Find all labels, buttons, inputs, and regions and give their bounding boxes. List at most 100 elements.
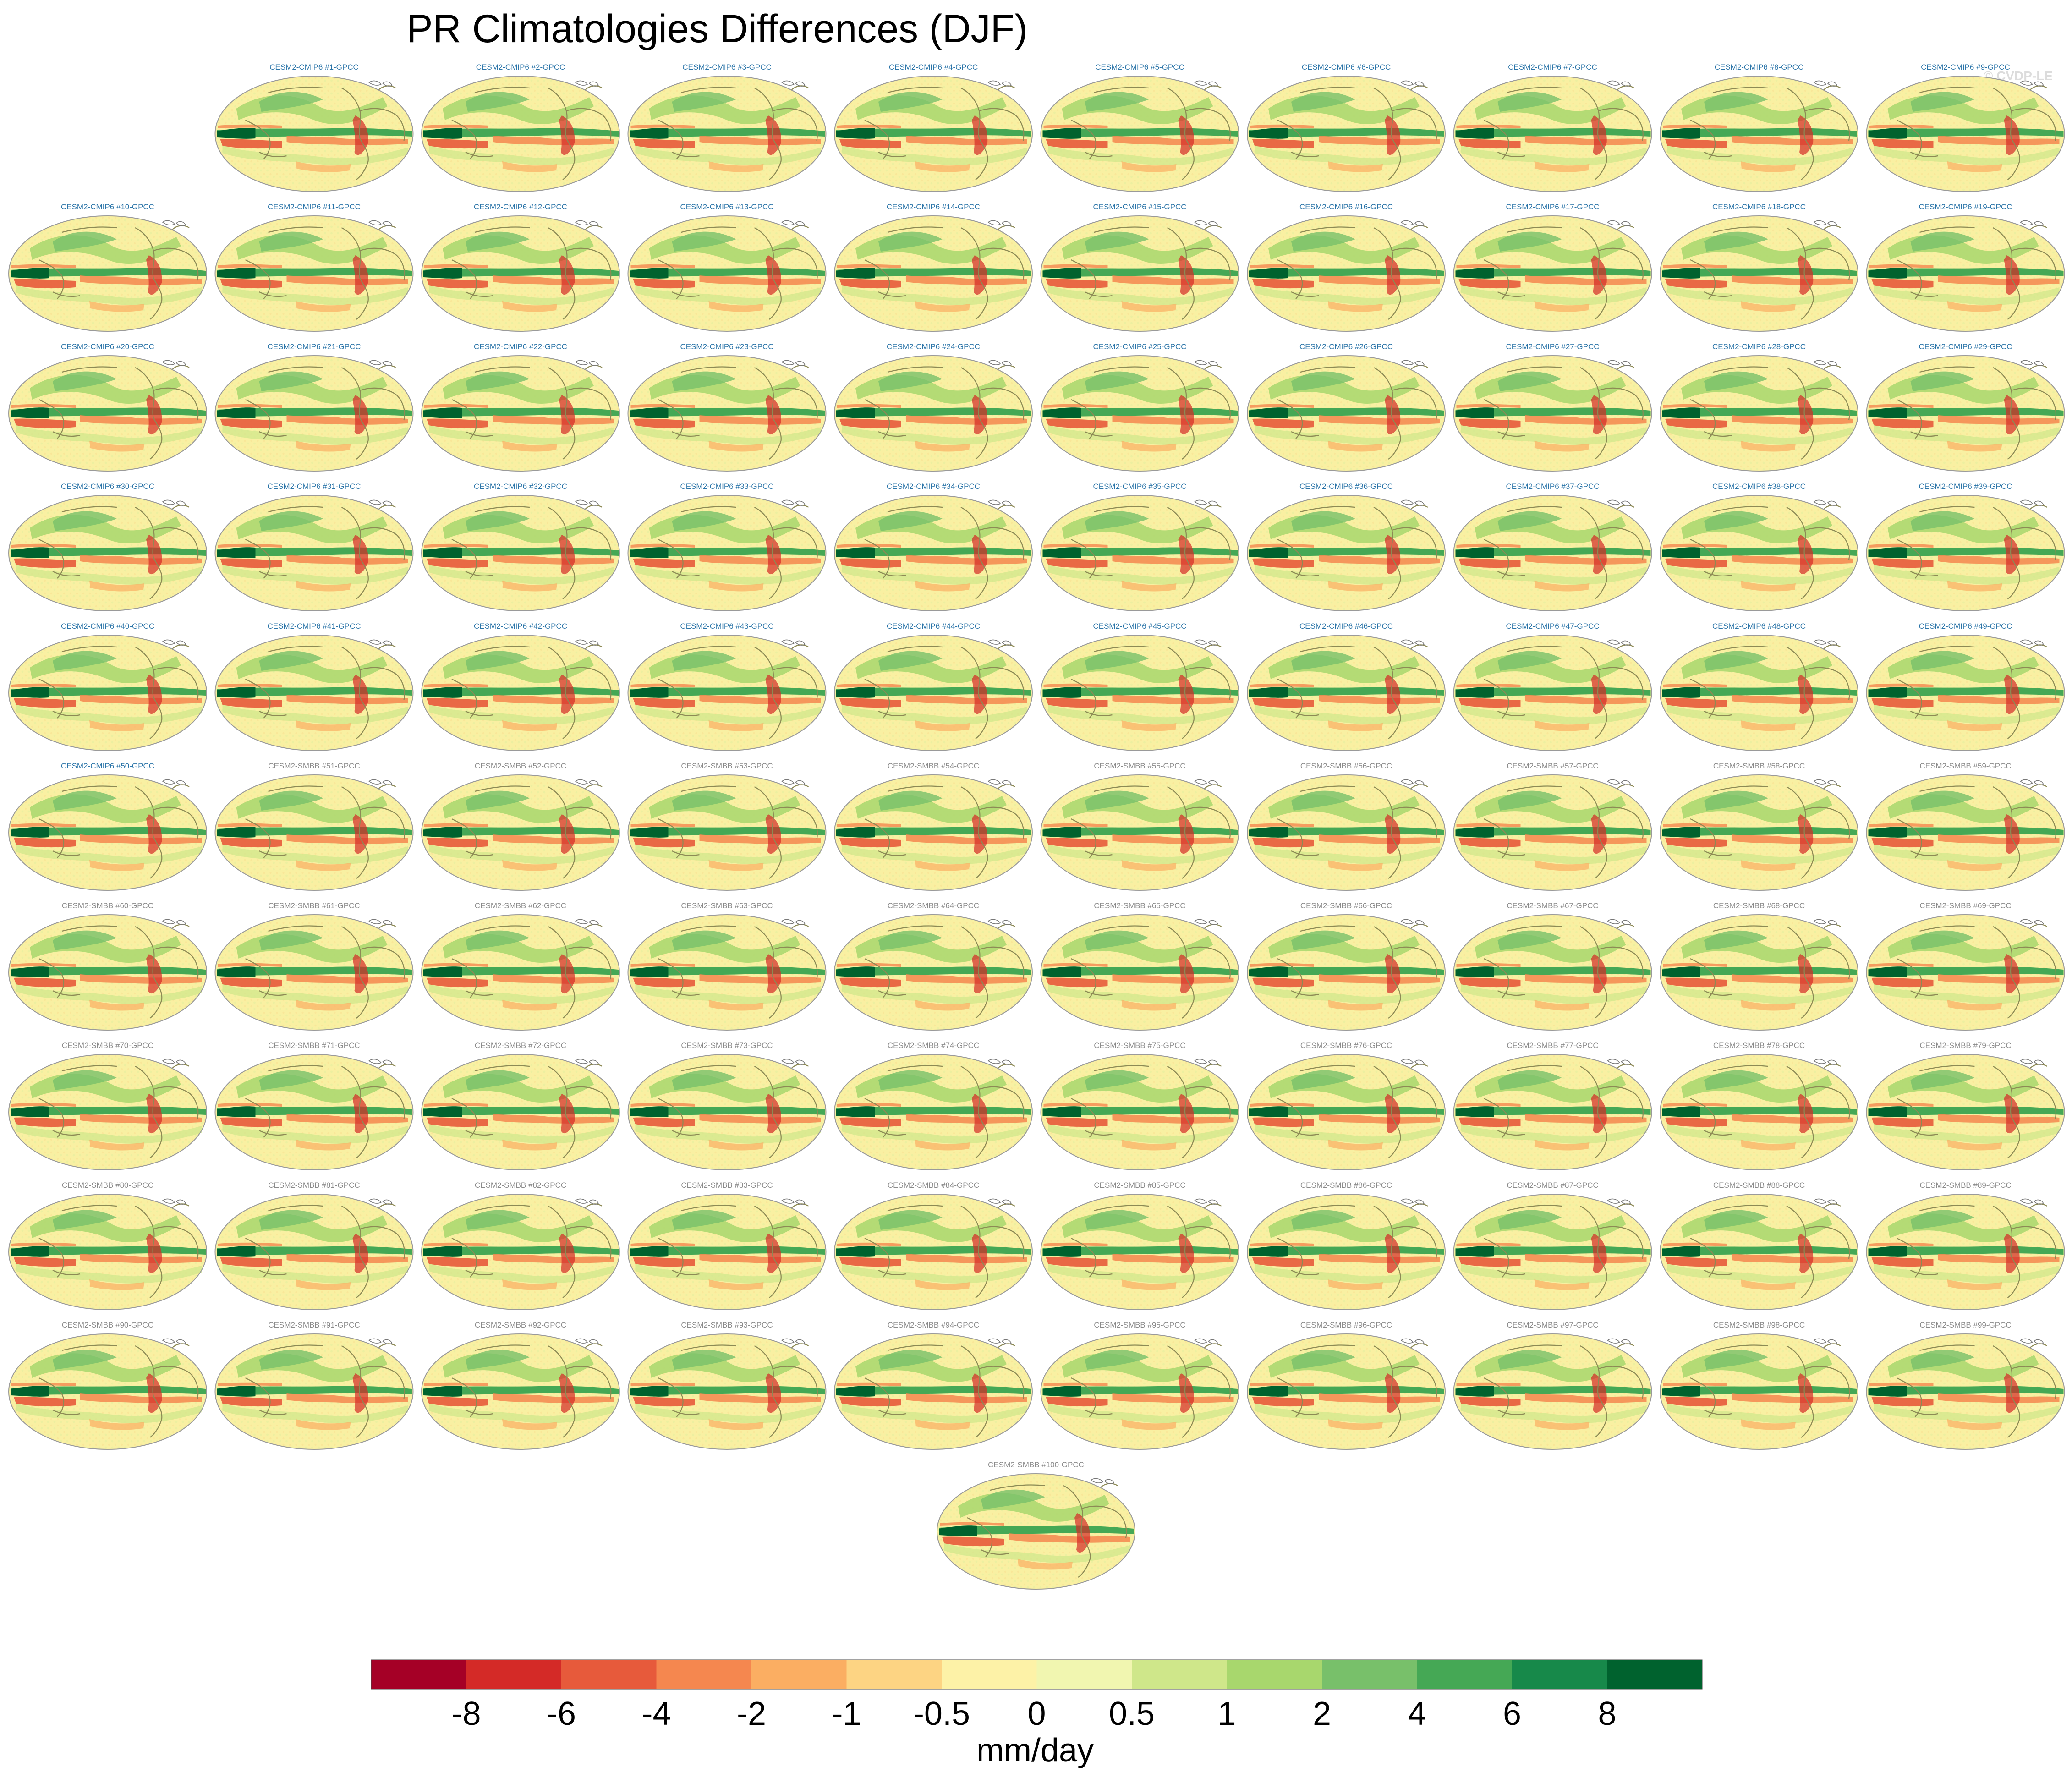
map-panel-field — [1659, 1053, 1859, 1171]
map-panel: CESM2-CMIP6 #19-GPCC — [1866, 203, 2065, 332]
map-panel: CESM2-SMBB #94-GPCC — [833, 1321, 1033, 1450]
map-panel: CESM2-SMBB #90-GPCC — [8, 1321, 208, 1450]
map-panel-field — [1659, 774, 1859, 891]
map-panel-field — [833, 914, 1033, 1031]
colorbar-tick-label: 0 — [1027, 1695, 1046, 1732]
colorbar-tick-label: 0.5 — [1109, 1695, 1155, 1732]
map-panel: CESM2-SMBB #62-GPCC — [421, 901, 620, 1031]
panel-label: CESM2-CMIP6 #38-GPCC — [1712, 482, 1806, 491]
panel-label: CESM2-SMBB #63-GPCC — [681, 901, 773, 910]
panel-label: CESM2-SMBB #67-GPCC — [1507, 901, 1598, 910]
map-panel: CESM2-CMIP6 #9-GPCC — [1866, 63, 2065, 192]
panel-label: CESM2-SMBB #90-GPCC — [62, 1321, 153, 1329]
map-panel-field — [8, 774, 208, 891]
map-panel-field — [1866, 1193, 2065, 1311]
map-panel-field — [1246, 355, 1446, 472]
panel-label: CESM2-SMBB #70-GPCC — [62, 1041, 153, 1050]
map-panel-field — [1453, 1053, 1652, 1171]
map-panel-field — [214, 215, 414, 332]
map-panel-field — [1866, 355, 2065, 472]
map-panel-field — [627, 914, 827, 1031]
map-panel-field — [627, 215, 827, 332]
panel-label: CESM2-SMBB #62-GPCC — [475, 901, 566, 910]
map-panel: CESM2-CMIP6 #33-GPCC — [627, 482, 827, 612]
map-panel-field — [421, 1053, 620, 1171]
map-panel-field — [8, 634, 208, 752]
panel-label: CESM2-SMBB #55-GPCC — [1094, 762, 1185, 770]
panel-label: CESM2-CMIP6 #44-GPCC — [887, 622, 980, 631]
map-panel-field — [214, 774, 414, 891]
panel-label: CESM2-CMIP6 #46-GPCC — [1299, 622, 1393, 631]
panel-label: CESM2-CMIP6 #19-GPCC — [1919, 203, 2012, 211]
map-panel-field — [1866, 1333, 2065, 1450]
map-panel: CESM2-SMBB #99-GPCC — [1866, 1321, 2065, 1450]
map-panel: CESM2-CMIP6 #14-GPCC — [833, 203, 1033, 332]
map-panel-field — [833, 355, 1033, 472]
map-panel: CESM2-SMBB #63-GPCC — [627, 901, 827, 1031]
panel-label: CESM2-CMIP6 #4-GPCC — [889, 63, 978, 71]
map-panel-field — [214, 1333, 414, 1450]
map-panel: CESM2-SMBB #75-GPCC — [1040, 1041, 1239, 1171]
colorbar-tick-label: -1 — [832, 1695, 861, 1732]
panel-label: CESM2-SMBB #72-GPCC — [475, 1041, 566, 1050]
map-panel: CESM2-SMBB #85-GPCC — [1040, 1181, 1239, 1311]
panel-label: CESM2-SMBB #86-GPCC — [1300, 1181, 1392, 1190]
map-panel-field — [214, 355, 414, 472]
map-panel-field — [1866, 914, 2065, 1031]
colorbar-box — [1512, 1660, 1607, 1689]
map-panel: CESM2-SMBB #86-GPCC — [1246, 1181, 1446, 1311]
map-panel: CESM2-CMIP6 #20-GPCC — [8, 342, 208, 472]
map-panel-field — [421, 774, 620, 891]
panel-label: CESM2-SMBB #91-GPCC — [268, 1321, 360, 1329]
colorbar-tick-label: 4 — [1408, 1695, 1426, 1732]
panel-label: CESM2-SMBB #71-GPCC — [268, 1041, 360, 1050]
map-panel: CESM2-SMBB #61-GPCC — [214, 901, 414, 1031]
map-panel-field — [1040, 914, 1239, 1031]
map-panel: CESM2-SMBB #77-GPCC — [1453, 1041, 1652, 1171]
map-panel-field — [1246, 494, 1446, 612]
panel-label: CESM2-SMBB #65-GPCC — [1094, 901, 1185, 910]
panel-label: CESM2-SMBB #89-GPCC — [1919, 1181, 2011, 1190]
map-panel-field — [421, 914, 620, 1031]
map-panel: CESM2-CMIP6 #8-GPCC — [1659, 63, 1859, 192]
map-panel-field — [1659, 355, 1859, 472]
panel-label: CESM2-CMIP6 #3-GPCC — [682, 63, 772, 71]
colorbar-tick-label: 2 — [1313, 1695, 1331, 1732]
panel-label: CESM2-SMBB #51-GPCC — [268, 762, 360, 770]
map-panel-field — [1659, 634, 1859, 752]
panel-label: CESM2-CMIP6 #31-GPCC — [267, 482, 361, 491]
colorbar: -8 -6 -4 -2 -1 -0.5 0 0.5 1 2 4 6 8 mm/day — [371, 1659, 1703, 1769]
map-panel-field — [1453, 914, 1652, 1031]
panel-label: CESM2-SMBB #74-GPCC — [888, 1041, 979, 1050]
map-panel-field — [1866, 1053, 2065, 1171]
map-panel: CESM2-CMIP6 #32-GPCC — [421, 482, 620, 612]
map-panel-field — [627, 1193, 827, 1311]
map-panel: CESM2-CMIP6 #46-GPCC — [1246, 622, 1446, 752]
panel-label: CESM2-SMBB #98-GPCC — [1713, 1321, 1805, 1329]
map-panel-field — [8, 494, 208, 612]
colorbar-box — [561, 1660, 657, 1689]
colorbar-box — [1132, 1660, 1227, 1689]
map-panel: CESM2-SMBB #54-GPCC — [833, 762, 1033, 891]
map-panel-field — [833, 1193, 1033, 1311]
map-panel: CESM2-CMIP6 #18-GPCC — [1659, 203, 1859, 332]
panel-label: CESM2-SMBB #59-GPCC — [1919, 762, 2011, 770]
panel-label: CESM2-CMIP6 #5-GPCC — [1095, 63, 1184, 71]
panel-label: CESM2-SMBB #93-GPCC — [681, 1321, 773, 1329]
map-panel: CESM2-SMBB #97-GPCC — [1453, 1321, 1652, 1450]
map-panel: CESM2-CMIP6 #44-GPCC — [833, 622, 1033, 752]
panel-label: CESM2-CMIP6 #27-GPCC — [1506, 342, 1599, 351]
panel-label: CESM2-SMBB #94-GPCC — [888, 1321, 979, 1329]
map-panel-field — [1866, 774, 2065, 891]
map-panel: CESM2-SMBB #92-GPCC — [421, 1321, 620, 1450]
colorbar-tick-label: 6 — [1503, 1695, 1521, 1732]
map-panel: CESM2-CMIP6 #1-GPCC — [214, 63, 414, 192]
panel-grid: CESM2-CMIP6 #1-GPCC CESM2-CMIP6 #2-GPCC CE… — [8, 63, 2065, 1590]
map-panel: CESM2-SMBB #56-GPCC — [1246, 762, 1446, 891]
map-panel: CESM2-CMIP6 #26-GPCC — [1246, 342, 1446, 472]
map-panel: CESM2-CMIP6 #23-GPCC — [627, 342, 827, 472]
map-panel-field — [8, 215, 208, 332]
panel-label: CESM2-SMBB #57-GPCC — [1507, 762, 1598, 770]
map-panel-field — [1866, 494, 2065, 612]
